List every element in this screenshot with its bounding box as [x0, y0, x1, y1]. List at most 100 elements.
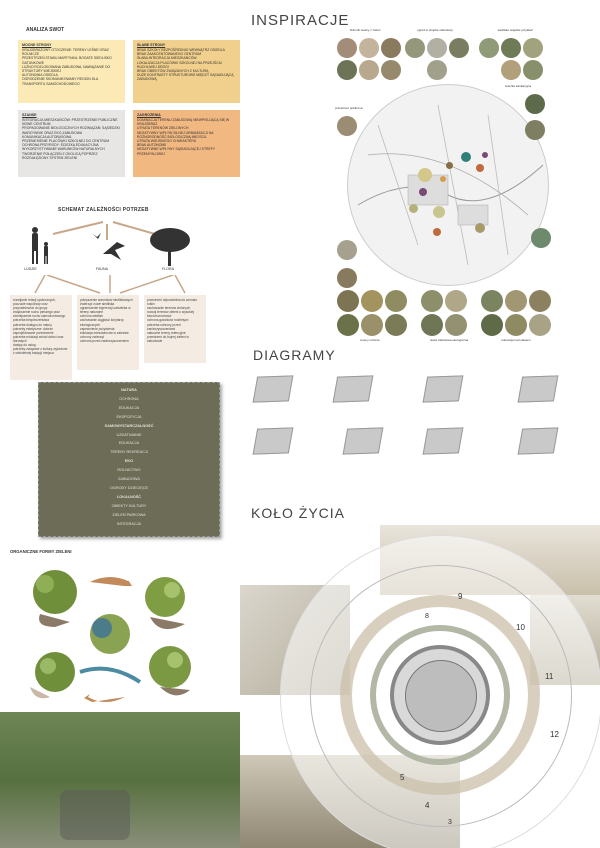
organic-photo-people: [60, 790, 130, 840]
inspiration-photo: [501, 60, 521, 80]
inspiration-panel: zbiornik wodny z zieleń ogród w obrębie …: [335, 28, 565, 348]
clock-number: 3: [448, 819, 452, 826]
swot-threats: ZAGROŻENIA DOMINACJA TERENU ZABUDOWĄ NIE…: [133, 110, 240, 177]
values-item: EDUKACJA: [118, 405, 140, 410]
title-inspiracje: INSPIRACJE: [251, 12, 350, 29]
inspiration-photo: [421, 314, 443, 336]
needs-flora: przestrzeń odpowiednia do wzrostu roślin…: [144, 295, 206, 363]
list-item: potrzeba bezpieczeństwa: [13, 318, 49, 323]
inspiration-photo: [381, 38, 401, 58]
inspiration-photo: [505, 290, 527, 312]
inspiration-photo: [531, 228, 551, 248]
list-item: TWORZENIE POŁĄCZEŃ Z OKOLICĄ POPRZEZ ROZ…: [22, 151, 98, 160]
organic-title: ORGANICZNE FORMY ZIELENI: [10, 549, 72, 554]
inspiration-photo: [449, 38, 469, 58]
swot-opportunities-heading: SZANSE: [22, 113, 37, 117]
list-item: ochrona gatunków rodzimych: [147, 318, 189, 323]
inspiration-photo: [381, 60, 401, 80]
list-item: potrzeba ochrony przed zanieczyszczeniam…: [147, 322, 181, 331]
inspiration-photo: [359, 60, 379, 80]
list-item: zwiększenie ruchu pieszego oraz zmniejsz…: [13, 310, 66, 319]
map-marker: [461, 152, 471, 162]
inspiration-photo: [479, 38, 499, 58]
list-item: dostęp do usług: [13, 343, 36, 348]
map-marker: [476, 164, 484, 172]
inspiration-photo: [525, 94, 545, 114]
swot-weaknesses-heading: SŁABE STRONY: [137, 43, 166, 47]
list-item: rozwijanie relacji społecznych, poczucie…: [13, 298, 56, 311]
organic-green-cluster: [33, 570, 191, 692]
list-item: WYKORZYSTYWANIE WARUNKÓW NATURALNYCH: [22, 147, 105, 152]
needs-people-list: rozwijanie relacji społecznych, poczucie…: [13, 298, 69, 355]
inspiration-photo: [445, 314, 467, 336]
inspiration-caption: ścieżka edukacyjna: [505, 84, 532, 88]
clock-number: 4: [425, 801, 430, 810]
inspiration-photo: [481, 314, 503, 336]
people-icon: [32, 227, 48, 264]
inspiration-caption: ogród w obrębie zabudowy: [417, 28, 453, 32]
values-list: NATURA OCHRONA EDUKACJA EKSPOZYCJA SAMOW…: [39, 383, 219, 529]
inspiration-photo: [501, 38, 521, 58]
flora-icon: [150, 228, 190, 266]
list-item: DOMINACJA TERENU ZABUDOWĄ NIEWPISUJĄCĄ S…: [137, 118, 230, 127]
values-heading: SAMOWYSTARCZALNOŚĆ: [104, 423, 154, 428]
wheel-ring-2: [310, 565, 572, 827]
values-item: INTEGRACJA: [116, 521, 142, 526]
inspiration-photo: [359, 38, 379, 58]
list-item: potrzeba edukacji wśród dzieci oraz doro…: [13, 334, 64, 343]
values-item: OBIEKTY KULTURY: [111, 503, 147, 508]
diagram-tile: [342, 427, 384, 455]
swot-threats-list: DOMINACJA TERENU ZABUDOWĄ NIEWPISUJĄCĄ S…: [137, 118, 236, 156]
diagram-tile: [252, 427, 294, 455]
list-item: BRAK SZKOŁY BEZPOŚREDNIO WEWNĄTRZ OSIEDL…: [137, 48, 225, 52]
values-item: OCHRONA: [119, 396, 139, 401]
inspiration-photo: [385, 290, 407, 312]
needs-label-ludzie: LUDZIE: [24, 267, 37, 271]
list-item: DUŻE KONTRASTY STRUKTUROWE MIĘDZY SĄSIAD…: [137, 73, 234, 82]
needs-title: SCHEMAT ZALEŻNOŚCI POTRZEB: [58, 207, 149, 213]
needs-people: rozwijanie relacji społecznych, poczucie…: [10, 295, 72, 380]
values-heading: NATURA: [121, 388, 137, 392]
list-item: ograniczenie ingerencji człowieka w tere…: [80, 306, 131, 315]
inspiration-photo: [421, 290, 443, 312]
clock-number: 5: [400, 773, 405, 782]
values-item: EDUKACJA: [118, 441, 140, 446]
list-item: BRAK OBIEKTÓW ZWIĄZANYCH Z KULTURĄ: [137, 69, 209, 74]
inspiration-caption: zbiornik wodny z zieleń: [349, 28, 381, 32]
inspiration-photo: [361, 290, 383, 312]
swot-threats-heading: ZAGROŻENIA: [137, 113, 161, 117]
map-marker: [475, 223, 485, 233]
values-item: EKSPOZYCJA: [116, 414, 142, 419]
inspiration-photo: [385, 314, 407, 336]
list-item: PROPAGOWANIE BIOLOGICZNYCH ROZWIĄZAŃ: SĄ…: [22, 126, 120, 135]
wheel-of-life: 9 10 11 12 8 5 4 3: [240, 525, 600, 848]
diagram-tile: [517, 375, 559, 403]
swot-title: ANALIZA SWOT: [26, 27, 65, 33]
swot-strengths-heading: MOCNE STRONY: [22, 43, 52, 47]
list-item: polepszenie warunków siedliskowych zwier…: [80, 298, 133, 307]
map-marker: [433, 228, 441, 236]
map-marker: [418, 168, 432, 182]
inspiration-caption: przestrzeń publiczna: [335, 106, 363, 110]
inspiration-photo: [427, 60, 447, 80]
list-item: potrzeba dostępu do natury: [13, 322, 52, 327]
inspiration-caption: rekreacja nad stawem: [501, 338, 531, 342]
arrow-icon: [84, 694, 125, 702]
list-item: UTRATA TERENÓW ZIELONYCH: [137, 126, 189, 131]
inspiration-photo: [337, 38, 357, 58]
list-item: edukacja mieszkańców w zakresie ochrony …: [80, 330, 129, 339]
list-item: NOWE CENTRUM: [22, 122, 51, 127]
title-kolo-zycia: KOŁO ŻYCIA: [251, 505, 346, 521]
list-item: PRZENIESIENIE PLACÓWKI SZKOLNEJ DO CENTR…: [22, 139, 110, 144]
inspiration-photo: [337, 268, 357, 288]
clock-number: 12: [550, 730, 559, 739]
values-item: ROLNICTWO: [117, 468, 141, 473]
values-item: ZABUDOWA: [118, 477, 140, 482]
site-map-lines: [357, 104, 544, 266]
list-item: SŁABA INTEGRACJA MIESZKAŃCÓW: [137, 56, 197, 61]
values-heading: LOKALNOŚĆ: [116, 494, 142, 499]
inspiration-photo: [337, 240, 357, 260]
diagram-tile: [332, 375, 374, 403]
list-item: potrzeby związane z kulturą wyłonione z …: [13, 347, 68, 356]
map-marker: [440, 176, 446, 182]
